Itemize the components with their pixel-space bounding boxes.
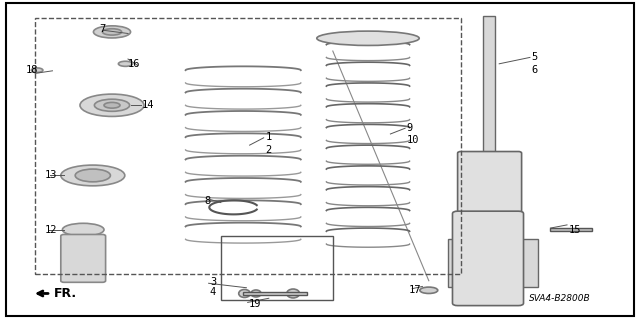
Text: 2: 2	[266, 145, 272, 155]
Text: 9: 9	[406, 122, 413, 133]
Ellipse shape	[93, 26, 131, 38]
Bar	[448, 239, 464, 287]
Ellipse shape	[420, 287, 438, 293]
FancyBboxPatch shape	[452, 211, 524, 306]
Ellipse shape	[63, 223, 104, 236]
Ellipse shape	[239, 290, 250, 297]
Bar	[550, 228, 592, 231]
Text: 13: 13	[45, 170, 58, 181]
Ellipse shape	[80, 94, 144, 116]
Bar	[483, 16, 495, 160]
Bar	[522, 239, 538, 287]
Text: SVA4-B2800B: SVA4-B2800B	[529, 294, 591, 303]
Ellipse shape	[102, 29, 122, 35]
Text: 15: 15	[568, 225, 581, 235]
Ellipse shape	[61, 165, 125, 186]
Text: 8: 8	[205, 196, 211, 206]
Text: 4: 4	[210, 287, 216, 297]
Text: 18: 18	[26, 65, 38, 75]
Text: 6: 6	[531, 65, 538, 75]
Text: 14: 14	[142, 100, 155, 110]
Text: 3: 3	[210, 277, 216, 287]
Text: 16: 16	[128, 59, 141, 69]
Text: 1: 1	[266, 132, 272, 142]
Text: 10: 10	[406, 135, 419, 145]
FancyBboxPatch shape	[458, 152, 522, 225]
Ellipse shape	[31, 68, 43, 72]
Bar	[243, 292, 307, 295]
Text: 12: 12	[45, 225, 58, 235]
Ellipse shape	[287, 289, 300, 298]
Ellipse shape	[251, 290, 261, 297]
Text: 5: 5	[531, 52, 538, 63]
Ellipse shape	[118, 61, 132, 66]
Bar	[35, 18, 461, 274]
Ellipse shape	[104, 102, 120, 108]
Bar	[221, 236, 333, 300]
Text: 7: 7	[99, 24, 106, 34]
Text: 17: 17	[408, 285, 421, 295]
Ellipse shape	[76, 169, 111, 182]
Ellipse shape	[317, 31, 419, 45]
Ellipse shape	[95, 99, 129, 111]
FancyBboxPatch shape	[61, 234, 106, 282]
Text: 19: 19	[248, 299, 261, 309]
Text: FR.: FR.	[38, 287, 77, 300]
